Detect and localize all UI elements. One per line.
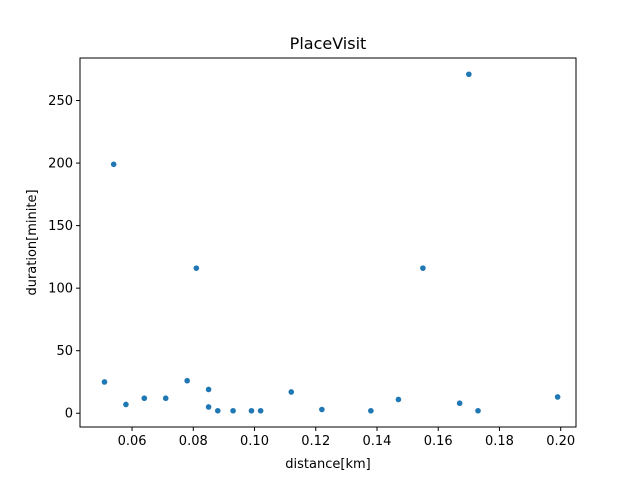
- plot-area: [80, 58, 576, 427]
- data-point: [319, 406, 325, 413]
- data-point: [466, 71, 472, 78]
- x-axis: 0.06 0.08 0.10 0.12 0.14 0.16 0.18 0.20: [118, 427, 575, 449]
- data-point: [205, 404, 212, 410]
- x-tick-label: 0.18: [485, 434, 514, 449]
- x-tick-label: 0.14: [363, 434, 392, 449]
- data-point: [110, 161, 117, 168]
- y-tick-label: 250: [48, 94, 73, 109]
- data-point: [214, 407, 221, 414]
- data-point: [162, 395, 169, 402]
- data-point: [101, 379, 108, 385]
- x-tick-label: 0.08: [179, 434, 208, 449]
- y-tick-label: 200: [48, 157, 73, 172]
- x-axis-title: distance[km]: [285, 457, 370, 472]
- scatter-points: [101, 71, 561, 414]
- y-tick-label: 100: [48, 282, 73, 297]
- x-tick-label: 0.20: [546, 434, 575, 449]
- y-axis: 0 50 100 150 200 250: [48, 94, 80, 422]
- data-point: [368, 407, 374, 414]
- data-point: [475, 407, 481, 414]
- plot-frame: [79, 57, 577, 428]
- x-tick-label: 0.10: [240, 434, 269, 449]
- y-tick-label: 150: [48, 219, 73, 234]
- y-tick-label: 0: [65, 407, 73, 422]
- data-point: [456, 400, 463, 407]
- y-axis-title: duration[minite]: [25, 189, 40, 295]
- data-point: [230, 407, 236, 414]
- data-point: [395, 396, 402, 403]
- x-tick-label: 0.16: [424, 434, 453, 449]
- data-point: [420, 265, 426, 271]
- y-tick-label: 50: [56, 344, 73, 359]
- chart-title: PlaceVisit: [290, 34, 367, 53]
- data-point: [205, 386, 212, 393]
- data-point: [257, 407, 264, 414]
- data-point: [141, 395, 148, 402]
- data-point: [193, 265, 200, 271]
- data-point: [554, 394, 561, 400]
- data-point: [248, 407, 255, 414]
- data-point: [123, 401, 129, 408]
- data-point: [184, 377, 190, 384]
- x-tick-label: 0.12: [301, 434, 330, 449]
- data-point: [288, 389, 295, 395]
- x-tick-label: 0.06: [118, 434, 147, 449]
